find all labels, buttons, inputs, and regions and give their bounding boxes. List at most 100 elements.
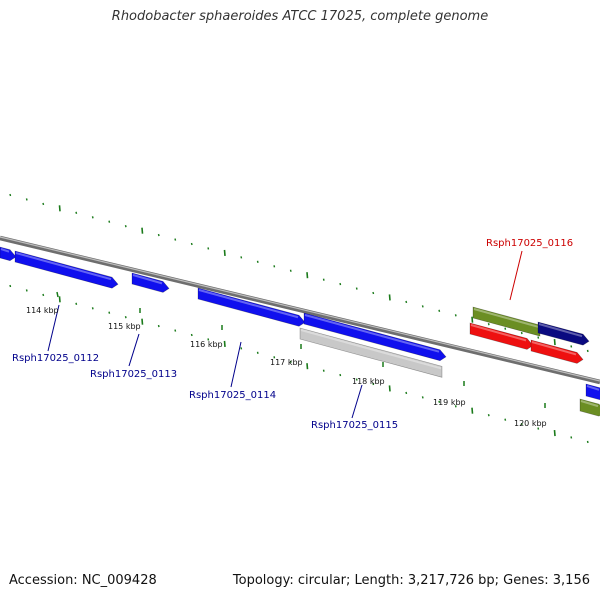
- gc-dash: [520, 331, 523, 335]
- gc-dash: [537, 427, 540, 430]
- gc-dash: [58, 205, 61, 212]
- gc-dash: [108, 311, 111, 314]
- gc-dash: [339, 282, 342, 286]
- gene-shine-g1: [0, 248, 10, 253]
- gene-shine-g9: [470, 324, 527, 342]
- gene-arrow-g4[interactable]: [197, 287, 306, 327]
- gc-dash: [570, 436, 573, 439]
- gene-shine-g10: [531, 341, 577, 356]
- gc-dash: [75, 211, 78, 214]
- gene-arrow-g1[interactable]: [0, 246, 17, 262]
- gc-dash: [438, 309, 441, 312]
- gene-shine-g2: [15, 252, 112, 281]
- gene-arrow-g5[interactable]: [303, 312, 447, 362]
- scale-ticks: 114 kbp 115 kbp 116 kbp 117 kbp 118 kbp 119 k…: [26, 291, 547, 428]
- scale-tick-label: 117 kbp: [270, 358, 303, 367]
- gc-dash: [421, 396, 424, 399]
- gc-dash: [42, 293, 45, 297]
- gene-shine-g7: [473, 308, 540, 329]
- gene-labels: Rsph17025_0112 Rsph17025_0113 Rsph17025_01…: [12, 238, 573, 431]
- gc-dash: [9, 284, 12, 288]
- gc-dash: [223, 249, 226, 256]
- gene-shine-g5: [304, 314, 440, 353]
- gc-dash: [520, 422, 523, 426]
- gc-dash: [471, 407, 474, 414]
- gc-dash: [174, 329, 177, 332]
- gc-dash: [157, 233, 160, 237]
- gc-dash: [174, 238, 177, 241]
- gc-dash: [322, 278, 325, 281]
- gc-dash: [141, 227, 144, 234]
- backbone-track: [0, 235, 600, 385]
- gc-dash: [207, 338, 210, 341]
- gc-dash: [388, 385, 391, 392]
- backbone-line: [0, 235, 600, 385]
- gene-arrow-g6[interactable]: [299, 327, 443, 378]
- gc-dash: [471, 316, 474, 323]
- gc-dash: [141, 318, 144, 325]
- gene-arrow-g2[interactable]: [14, 250, 119, 289]
- label-leaders: [47, 250, 523, 419]
- gc-dash: [504, 327, 507, 330]
- gene-label-g6[interactable]: Rsph17025_0115: [311, 420, 398, 431]
- scale-tick-label: 114 kbp: [26, 306, 59, 315]
- gc-dash: [553, 338, 556, 346]
- gene-arrow-g11[interactable]: [585, 383, 600, 401]
- gc-dash: [190, 242, 193, 246]
- map-title: Rhodobacter sphaeroides ATCC 17025, comp…: [111, 9, 489, 24]
- gc-dash: [91, 216, 94, 219]
- gene-arrow-g3[interactable]: [131, 272, 170, 293]
- gc-dash: [322, 369, 325, 372]
- gc-dash: [553, 429, 556, 437]
- gc-dash: [124, 225, 127, 228]
- gc-dash: [273, 265, 276, 268]
- gc-dash: [25, 198, 28, 201]
- scale-tick-label: 116 kbp: [190, 340, 223, 349]
- gene-label-g4[interactable]: Rsph17025_0114: [189, 390, 276, 401]
- gc-dash: [504, 418, 507, 421]
- gc-dash: [421, 305, 424, 308]
- gc-dash: [75, 302, 78, 305]
- gc-dash: [256, 260, 259, 263]
- gene-shine-g3: [132, 274, 163, 285]
- gc-dash: [537, 336, 540, 339]
- gc-dash: [273, 356, 276, 359]
- gc-dash: [306, 272, 309, 279]
- gc-dash: [454, 405, 457, 408]
- gene-shine-g8: [538, 323, 583, 338]
- gc-dash: [454, 314, 457, 317]
- label-leader-g3: [128, 333, 140, 367]
- gc-dash: [240, 347, 243, 350]
- gene-arrow-g10[interactable]: [530, 339, 584, 364]
- gc-dash: [25, 289, 28, 292]
- gene-shine-g6: [300, 329, 442, 370]
- backbone-highlight: [0, 236, 600, 382]
- gc-dash: [306, 363, 309, 370]
- gene-label-g2[interactable]: Rsph17025_0112: [12, 353, 99, 364]
- gc-dash: [9, 193, 12, 197]
- gc-dash: [487, 414, 490, 417]
- gc-dash: [339, 373, 342, 377]
- gc-dash: [42, 202, 45, 206]
- gc-dash: [256, 351, 259, 354]
- gc-dash: [289, 269, 292, 272]
- gene-shine-g4: [198, 289, 299, 319]
- gc-dash: [586, 440, 589, 444]
- scale-tick-label: 115 kbp: [108, 322, 141, 331]
- gene-track: [0, 246, 600, 417]
- gc-dash: [372, 291, 375, 295]
- scale-tick-label: 120 kbp: [514, 419, 547, 428]
- gc-dash: [355, 378, 358, 381]
- gene-label-g3[interactable]: Rsph17025_0113: [90, 369, 177, 380]
- gc-dash: [405, 300, 408, 304]
- gc-dash: [157, 324, 160, 328]
- gene-label-g7[interactable]: Rsph17025_0116: [486, 238, 573, 249]
- gc-dash: [58, 296, 61, 303]
- scale-tick-label: 119 kbp: [433, 398, 466, 407]
- gene-arrow-g12[interactable]: [579, 398, 600, 417]
- gc-dash: [388, 294, 391, 301]
- gene-arrow-g9[interactable]: [469, 322, 534, 350]
- gene-arrow-g8[interactable]: [537, 321, 590, 346]
- gc-dash: [405, 391, 408, 395]
